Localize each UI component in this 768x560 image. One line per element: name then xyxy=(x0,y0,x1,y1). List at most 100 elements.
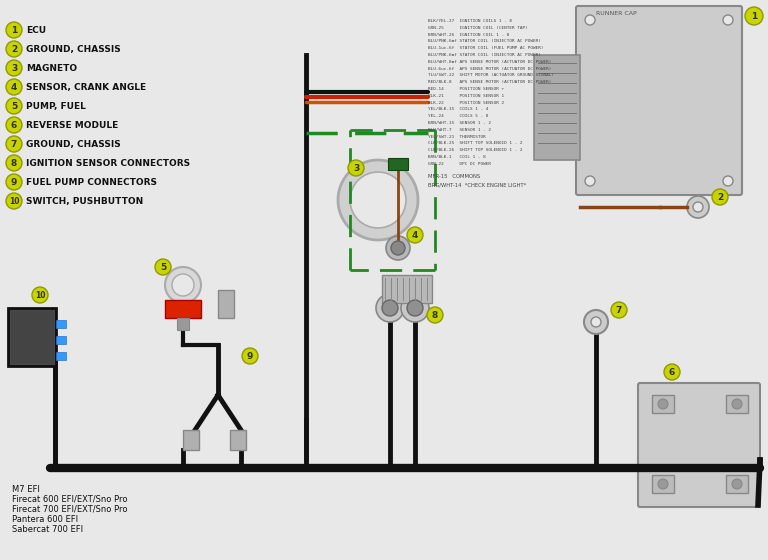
Circle shape xyxy=(664,364,680,380)
Text: TLU/SWT-22  SHIFT MOTOR (ACTUATOR GROUND SIGNAL): TLU/SWT-22 SHIFT MOTOR (ACTUATOR GROUND … xyxy=(428,73,554,77)
Bar xyxy=(652,475,674,493)
Bar xyxy=(726,475,748,493)
Text: REVERSE MODULE: REVERSE MODULE xyxy=(26,120,118,129)
Text: RED-14      POSITION SENSOR +: RED-14 POSITION SENSOR + xyxy=(428,87,504,91)
Circle shape xyxy=(732,399,742,409)
Bar xyxy=(56,320,66,328)
Circle shape xyxy=(717,9,739,31)
Text: 8: 8 xyxy=(11,158,17,167)
Text: BLU/WHT-7   SENSOR 1 - 2: BLU/WHT-7 SENSOR 1 - 2 xyxy=(428,128,491,132)
Bar xyxy=(8,308,56,366)
Circle shape xyxy=(6,22,22,38)
Text: 2: 2 xyxy=(717,193,723,202)
Text: 1: 1 xyxy=(751,12,757,21)
Text: CLK/BLK-25  SHIFT TOP SOLENOID 1 - 2: CLK/BLK-25 SHIFT TOP SOLENOID 1 - 2 xyxy=(428,142,522,146)
FancyBboxPatch shape xyxy=(638,383,760,507)
Bar xyxy=(10,310,54,364)
Circle shape xyxy=(591,317,601,327)
Circle shape xyxy=(348,160,364,176)
Circle shape xyxy=(401,294,429,322)
Text: BLU-1uc-6f  STATOR COIL (FUEL PUMP AC POWER): BLU-1uc-6f STATOR COIL (FUEL PUMP AC POW… xyxy=(428,46,544,50)
Text: Firecat 700 EFI/EXT/Sno Pro: Firecat 700 EFI/EXT/Sno Pro xyxy=(12,505,127,514)
Circle shape xyxy=(723,15,733,25)
Text: 6: 6 xyxy=(669,367,675,376)
Text: 9: 9 xyxy=(11,178,17,186)
Circle shape xyxy=(350,172,406,228)
Circle shape xyxy=(732,479,742,489)
Text: PUMP, FUEL: PUMP, FUEL xyxy=(26,101,86,110)
Text: Pantera 600 EFI: Pantera 600 EFI xyxy=(12,515,78,524)
Circle shape xyxy=(376,294,404,322)
Text: SWITCH, PUSHBUTTON: SWITCH, PUSHBUTTON xyxy=(26,197,144,206)
Bar xyxy=(56,336,66,344)
Text: GROUND, CHASSIS: GROUND, CHASSIS xyxy=(26,139,121,148)
Text: 10: 10 xyxy=(8,197,19,206)
Text: GROUND, CHASSIS: GROUND, CHASSIS xyxy=(26,44,121,54)
Text: 4: 4 xyxy=(11,82,17,91)
Text: BRN/WHT-15  SENSOR 1 - 2: BRN/WHT-15 SENSOR 1 - 2 xyxy=(428,121,491,125)
Text: 5: 5 xyxy=(160,263,166,272)
Circle shape xyxy=(386,236,410,260)
Text: 4: 4 xyxy=(412,231,419,240)
Circle shape xyxy=(658,399,668,409)
Text: BLK-21      POSITION SENSOR 1: BLK-21 POSITION SENSOR 1 xyxy=(428,94,504,98)
Text: M7 EFI: M7 EFI xyxy=(12,485,40,494)
Circle shape xyxy=(6,193,22,209)
Text: 8: 8 xyxy=(432,310,438,320)
Circle shape xyxy=(407,300,423,316)
Text: 5: 5 xyxy=(11,101,17,110)
Circle shape xyxy=(6,174,22,190)
Bar xyxy=(183,430,199,450)
Text: ECU: ECU xyxy=(26,26,46,35)
Circle shape xyxy=(6,41,22,57)
Text: BLU/PNK-6mf STATOR COIL (INJECTOR AC POWER): BLU/PNK-6mf STATOR COIL (INJECTOR AC POW… xyxy=(428,53,541,57)
Text: GRN-22      DPC DC POWER: GRN-22 DPC DC POWER xyxy=(428,162,491,166)
Circle shape xyxy=(6,136,22,152)
Circle shape xyxy=(712,189,728,205)
Circle shape xyxy=(165,267,201,303)
Circle shape xyxy=(32,287,48,303)
Circle shape xyxy=(382,300,398,316)
Text: YEL/BLK-15  COILS 1 - 4: YEL/BLK-15 COILS 1 - 4 xyxy=(428,108,488,111)
Circle shape xyxy=(579,170,601,192)
Text: Firecat 600 EFI/EXT/Sno Pro: Firecat 600 EFI/EXT/Sno Pro xyxy=(12,495,127,504)
Text: 3: 3 xyxy=(11,63,17,72)
Text: 1: 1 xyxy=(11,26,17,35)
Circle shape xyxy=(584,310,608,334)
Text: BLU/WHT-8mf APS SENSE MOTOR (ACTUATOR DC POWER): BLU/WHT-8mf APS SENSE MOTOR (ACTUATOR DC… xyxy=(428,60,551,64)
Circle shape xyxy=(717,170,739,192)
Text: GRN-25      IGNITION COIL (CENTER TAP): GRN-25 IGNITION COIL (CENTER TAP) xyxy=(428,26,528,30)
FancyBboxPatch shape xyxy=(576,6,742,195)
Text: 7: 7 xyxy=(11,139,17,148)
Bar xyxy=(165,300,201,318)
Circle shape xyxy=(745,7,763,25)
Text: MAGNETO: MAGNETO xyxy=(26,63,77,72)
Text: MFR-15   COMMONS: MFR-15 COMMONS xyxy=(428,174,480,179)
Text: SENSOR, CRANK ANGLE: SENSOR, CRANK ANGLE xyxy=(26,82,146,91)
Text: 6: 6 xyxy=(11,120,17,129)
Text: 9: 9 xyxy=(247,352,253,361)
Bar xyxy=(388,158,408,170)
Text: 10: 10 xyxy=(35,291,45,300)
Bar xyxy=(230,430,246,450)
Text: 3: 3 xyxy=(353,164,359,172)
Circle shape xyxy=(6,117,22,133)
Text: BLU-6uc-6f  APS SENSE MOTOR (ACTUATOR DC POWER): BLU-6uc-6f APS SENSE MOTOR (ACTUATOR DC … xyxy=(428,67,551,71)
Bar xyxy=(177,318,189,330)
Bar xyxy=(218,290,234,318)
Text: BRN/WHT-26  IGNITION COIL 1 - 8: BRN/WHT-26 IGNITION COIL 1 - 8 xyxy=(428,32,509,36)
Text: RED/BLK-8   APS SENSE MOTOR (ACTUATOR DC POWER): RED/BLK-8 APS SENSE MOTOR (ACTUATOR DC P… xyxy=(428,80,551,84)
Circle shape xyxy=(6,79,22,95)
Text: BRG/WHT-14  *CHECK ENGINE LIGHT*: BRG/WHT-14 *CHECK ENGINE LIGHT* xyxy=(428,182,526,187)
Circle shape xyxy=(391,241,405,255)
Bar xyxy=(382,275,432,303)
Text: FUEL PUMP CONNECTORS: FUEL PUMP CONNECTORS xyxy=(26,178,157,186)
Circle shape xyxy=(658,479,668,489)
Circle shape xyxy=(6,60,22,76)
Circle shape xyxy=(723,176,733,186)
Text: YEL/SWT-21  THERMISTOR: YEL/SWT-21 THERMISTOR xyxy=(428,134,485,139)
Text: RUNNER CAP: RUNNER CAP xyxy=(596,11,637,16)
Bar xyxy=(534,55,580,160)
Circle shape xyxy=(579,9,601,31)
Text: YEL-24      COILS 5 - 8: YEL-24 COILS 5 - 8 xyxy=(428,114,488,118)
